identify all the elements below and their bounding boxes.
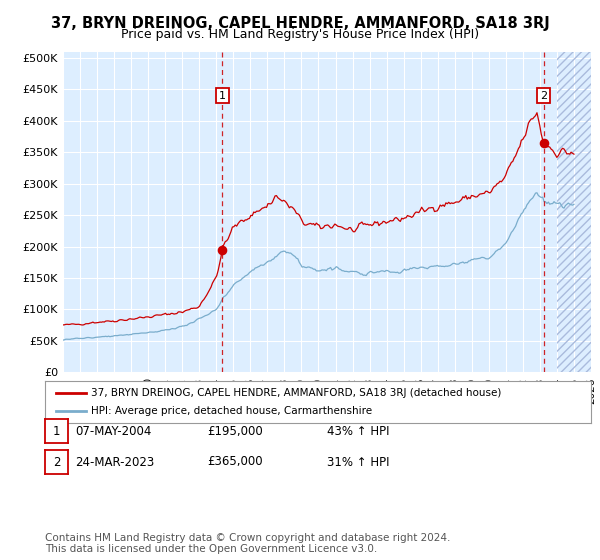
Text: 37, BRYN DREINOG, CAPEL HENDRE, AMMANFORD, SA18 3RJ (detached house): 37, BRYN DREINOG, CAPEL HENDRE, AMMANFOR… bbox=[91, 388, 502, 398]
Text: 37, BRYN DREINOG, CAPEL HENDRE, AMMANFORD, SA18 3RJ: 37, BRYN DREINOG, CAPEL HENDRE, AMMANFOR… bbox=[50, 16, 550, 31]
Bar bbox=[557, 52, 599, 372]
Text: Price paid vs. HM Land Registry's House Price Index (HPI): Price paid vs. HM Land Registry's House … bbox=[121, 28, 479, 41]
Bar bbox=[557, 52, 599, 372]
Text: Contains HM Land Registry data © Crown copyright and database right 2024.
This d: Contains HM Land Registry data © Crown c… bbox=[45, 533, 451, 554]
Text: 1: 1 bbox=[219, 91, 226, 101]
Text: 1: 1 bbox=[53, 424, 60, 438]
Text: 31% ↑ HPI: 31% ↑ HPI bbox=[327, 455, 389, 469]
Text: 2: 2 bbox=[540, 91, 547, 101]
Text: 07-MAY-2004: 07-MAY-2004 bbox=[75, 424, 151, 438]
Point bbox=[539, 138, 548, 147]
Text: 2: 2 bbox=[53, 455, 60, 469]
Text: 43% ↑ HPI: 43% ↑ HPI bbox=[327, 424, 389, 438]
Text: HPI: Average price, detached house, Carmarthenshire: HPI: Average price, detached house, Carm… bbox=[91, 406, 373, 416]
Text: £195,000: £195,000 bbox=[207, 424, 263, 438]
Text: £365,000: £365,000 bbox=[207, 455, 263, 469]
Point bbox=[217, 245, 227, 254]
Text: 24-MAR-2023: 24-MAR-2023 bbox=[75, 455, 154, 469]
